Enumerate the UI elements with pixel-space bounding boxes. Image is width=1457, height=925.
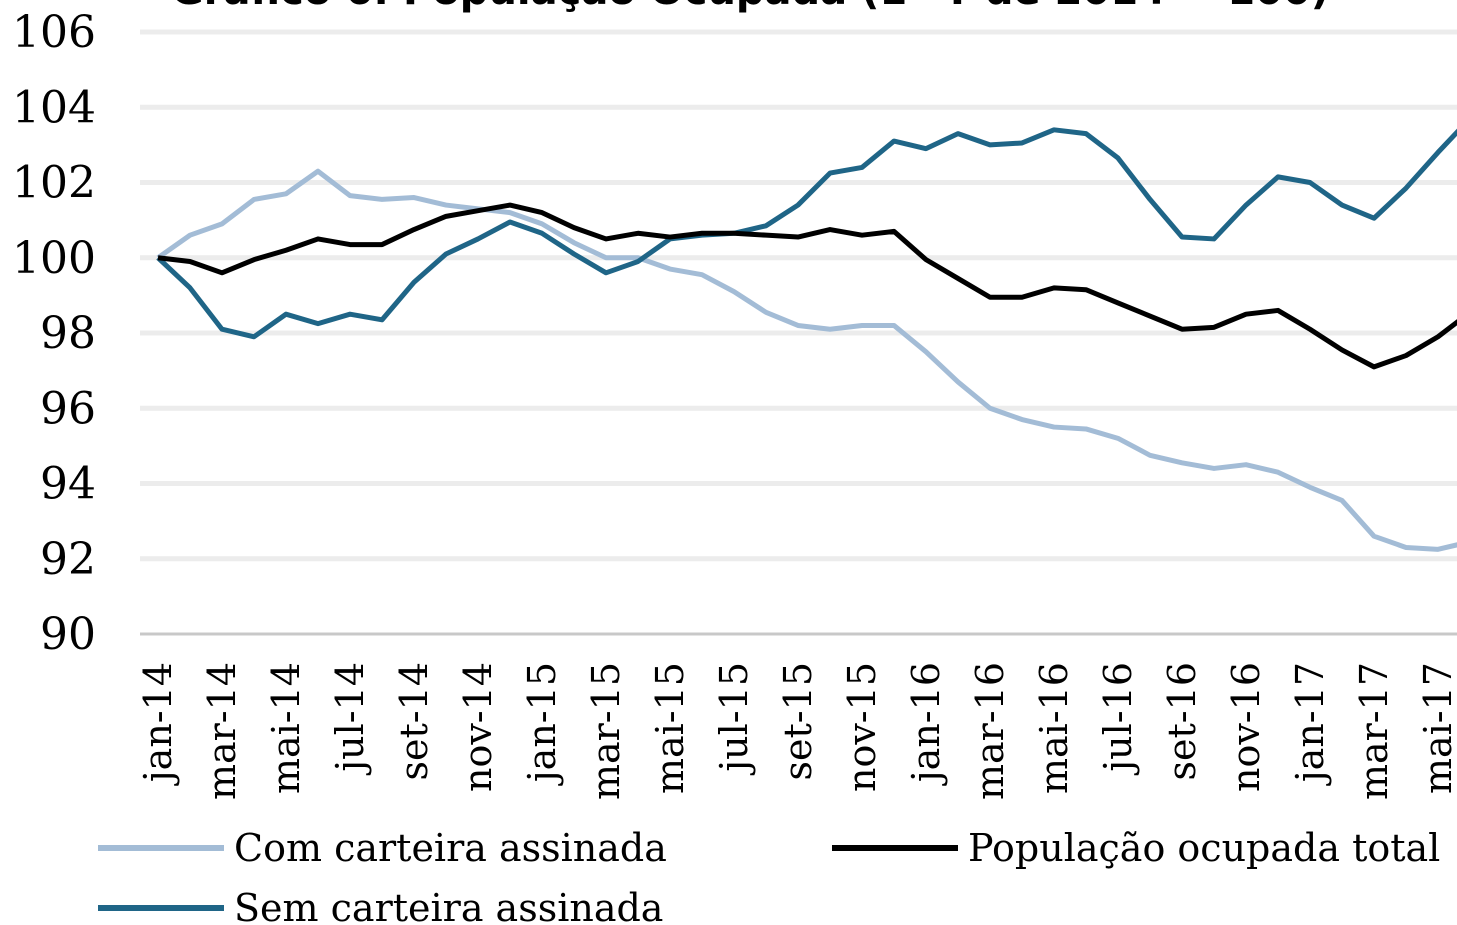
legend-label: População ocupada total	[968, 826, 1440, 870]
x-tick-label: set-14	[392, 662, 436, 780]
x-tick-label: jan-15	[520, 662, 564, 786]
x-tick-label: jul-14	[328, 662, 372, 776]
y-tick-label: 96	[40, 383, 96, 434]
y-tick-label: 94	[40, 459, 96, 510]
x-tick-label: nov-14	[456, 662, 500, 792]
y-tick-label: 100	[12, 233, 96, 284]
series-line	[157, 202, 1457, 370]
y-tick-label: 102	[12, 158, 96, 209]
x-tick-label: mar-16	[968, 662, 1012, 800]
x-tick-label: set-15	[776, 662, 820, 780]
x-tick-label: nov-16	[1224, 662, 1268, 792]
legend: Com carteira assinada Sem carteira assina…	[98, 826, 1440, 925]
legend-label: Sem carteira assinada	[234, 886, 663, 925]
series-line	[156, 168, 1457, 552]
x-tick-label: set-16	[1160, 662, 1204, 780]
x-tick-label: jan-14	[136, 662, 180, 786]
x-tick-label: mar-17	[1352, 662, 1396, 800]
chart-title: Gráfico 6: População Ocupada (1º T de 20…	[171, 0, 1329, 14]
x-tick-label: mai-15	[648, 662, 692, 794]
x-tick-label: mai-17	[1416, 662, 1457, 794]
x-tick-label: nov-15	[840, 662, 884, 792]
x-tick-label: jul-16	[1096, 662, 1140, 776]
x-tick-label: jan-16	[904, 662, 948, 786]
x-tick-label: mar-15	[584, 662, 628, 800]
y-tick-label: 92	[40, 534, 96, 585]
y-tick-label: 106	[12, 7, 96, 58]
x-tick-label: mai-14	[264, 662, 308, 794]
x-tick-label: jan-17	[1288, 662, 1332, 786]
legend-label: Com carteira assinada	[234, 826, 667, 870]
series-line	[156, 127, 1457, 340]
x-tick-label: jul-15	[712, 662, 756, 776]
y-tick-label: 90	[40, 609, 96, 660]
x-tick-label: mar-14	[200, 662, 244, 800]
y-tick-label: 104	[12, 82, 96, 133]
x-tick-label: mai-16	[1032, 662, 1076, 794]
y-tick-label: 98	[40, 308, 96, 359]
